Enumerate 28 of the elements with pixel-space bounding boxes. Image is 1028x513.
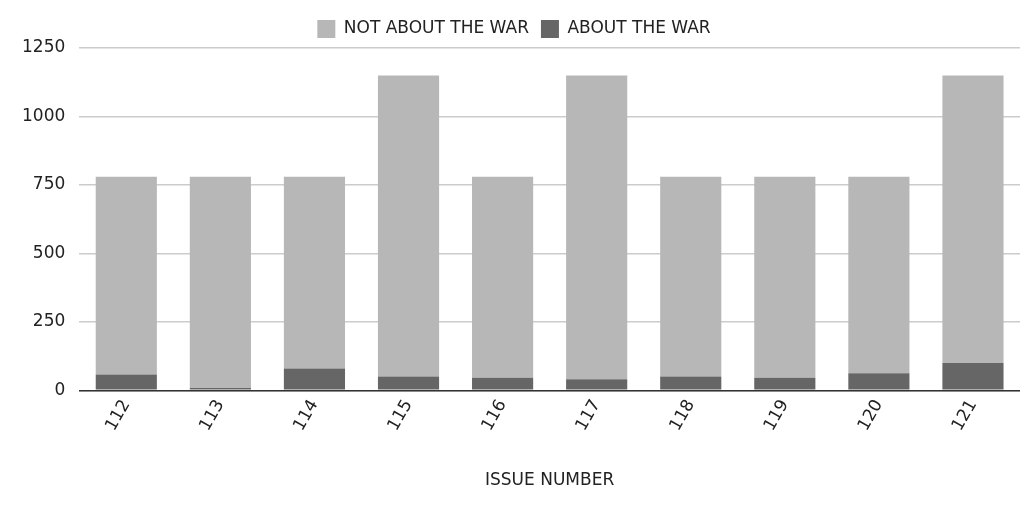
bar [660,376,722,390]
bar [189,176,251,389]
bar [566,379,628,390]
bar [95,176,157,375]
y-tick-label: 1250 [22,36,66,57]
y-tick-label: 750 [32,173,66,194]
bar [942,75,1004,363]
y-tick-label: 250 [32,310,66,331]
y-tick-label: 0 [54,378,66,399]
bar [848,176,910,374]
y-tick-label: 500 [32,241,66,262]
bar [942,362,1004,390]
bar [472,377,534,390]
bar [754,176,816,378]
y-tick-label: 1000 [22,104,66,125]
bar [754,377,816,390]
bar [377,75,440,377]
bar [95,374,157,390]
x-axis-title: ISSUE NUMBER [485,469,615,490]
bar [377,376,440,390]
bar [566,75,628,380]
bar [472,176,534,378]
legend-label: ABOUT THE WAR [567,17,711,38]
legend-label: NOT ABOUT THE WAR [343,17,530,38]
bar [848,373,910,390]
bar [660,176,722,377]
bar [283,368,346,390]
bar [283,176,346,369]
